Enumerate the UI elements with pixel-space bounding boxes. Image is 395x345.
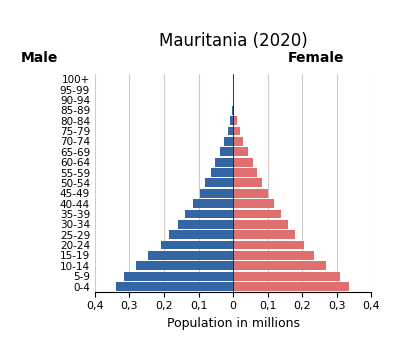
Bar <box>233 272 340 280</box>
Text: Male: Male <box>21 51 58 65</box>
Bar <box>228 127 233 136</box>
Bar <box>116 282 233 291</box>
Bar <box>233 251 314 260</box>
Text: Female: Female <box>288 51 344 65</box>
Bar <box>124 272 233 280</box>
Bar <box>230 116 233 125</box>
X-axis label: Population in millions: Population in millions <box>167 317 299 330</box>
Bar <box>233 178 262 187</box>
Bar <box>193 199 233 208</box>
Bar <box>160 241 233 249</box>
Bar <box>233 106 234 115</box>
Bar <box>233 199 275 208</box>
Bar <box>233 137 243 146</box>
Bar <box>233 189 267 198</box>
Bar <box>233 147 248 156</box>
Bar <box>232 106 233 115</box>
Bar <box>233 220 288 229</box>
Bar <box>215 158 233 167</box>
Bar <box>224 137 233 146</box>
Bar <box>169 230 233 239</box>
Bar <box>220 147 233 156</box>
Bar <box>233 230 295 239</box>
Bar <box>200 189 233 198</box>
Bar <box>233 241 304 249</box>
Bar <box>185 209 233 218</box>
Bar <box>136 262 233 270</box>
Bar <box>233 158 253 167</box>
Bar <box>211 168 233 177</box>
Bar <box>178 220 233 229</box>
Bar <box>233 262 326 270</box>
Bar <box>233 282 349 291</box>
Bar <box>233 209 281 218</box>
Bar <box>149 251 233 260</box>
Title: Mauritania (2020): Mauritania (2020) <box>159 32 307 50</box>
Bar <box>233 127 240 136</box>
Bar <box>233 116 237 125</box>
Bar <box>233 168 257 177</box>
Bar <box>205 178 233 187</box>
